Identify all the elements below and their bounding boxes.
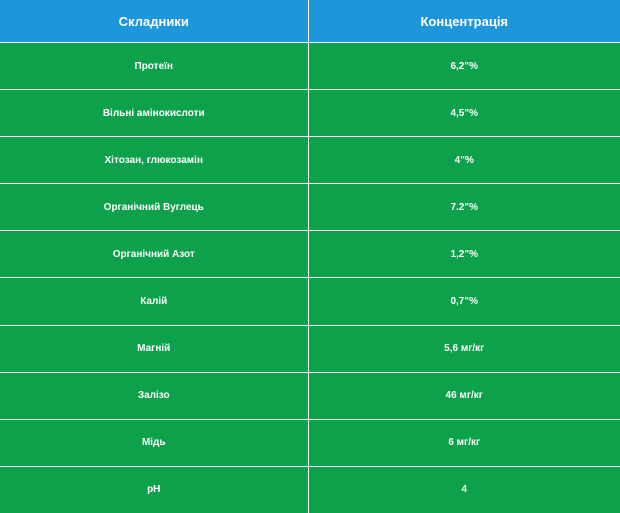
table-row: pH 4 (0, 465, 620, 513)
ingredient-concentration: 7.2"% (307, 183, 620, 232)
ingredient-concentration: 6 мг/кг (307, 418, 620, 467)
header-ingredients: Складники (0, 0, 309, 43)
table-header-row: Складники Концентрація (0, 0, 620, 43)
table-row: Органічний Азот 1,2"% (0, 230, 620, 279)
table-row: Хітозан, глюкозамін 4"% (0, 136, 620, 185)
ingredient-name: Магній (0, 324, 309, 373)
table-row: Органічний Вуглець 7.2"% (0, 183, 620, 232)
ingredient-concentration: 4 (307, 465, 620, 513)
ingredient-name: Калій (0, 277, 309, 326)
ingredient-concentration: 5,6 мг/кг (307, 324, 620, 373)
ingredient-name: Органічний Вуглець (0, 183, 309, 232)
table-row: Залізо 46 мг/кг (0, 371, 620, 420)
table-row: Магній 5,6 мг/кг (0, 324, 620, 373)
table-row: Мідь 6 мг/кг (0, 418, 620, 467)
header-concentration: Концентрація (307, 0, 620, 43)
ingredient-concentration: 1,2"% (307, 230, 620, 279)
ingredient-concentration: 4"% (307, 136, 620, 185)
table-row: Протеїн 6,2"% (0, 41, 620, 91)
ingredient-concentration: 46 мг/кг (307, 371, 620, 420)
ingredient-name: Органічний Азот (0, 230, 309, 279)
ingredient-concentration: 0,7"% (307, 277, 620, 326)
ingredient-name: pH (0, 465, 309, 513)
table-row: Вільні амінокислоти 4,5"% (0, 89, 620, 138)
ingredient-concentration: 4,5"% (307, 89, 620, 138)
ingredient-name: Залізо (0, 371, 309, 420)
ingredient-concentration: 6,2"% (307, 41, 620, 91)
ingredient-name: Протеїн (0, 41, 309, 91)
ingredient-name: Хітозан, глюкозамін (0, 136, 309, 185)
table-row: Калій 0,7"% (0, 277, 620, 326)
ingredient-name: Вільні амінокислоти (0, 89, 309, 138)
ingredient-name: Мідь (0, 418, 309, 467)
